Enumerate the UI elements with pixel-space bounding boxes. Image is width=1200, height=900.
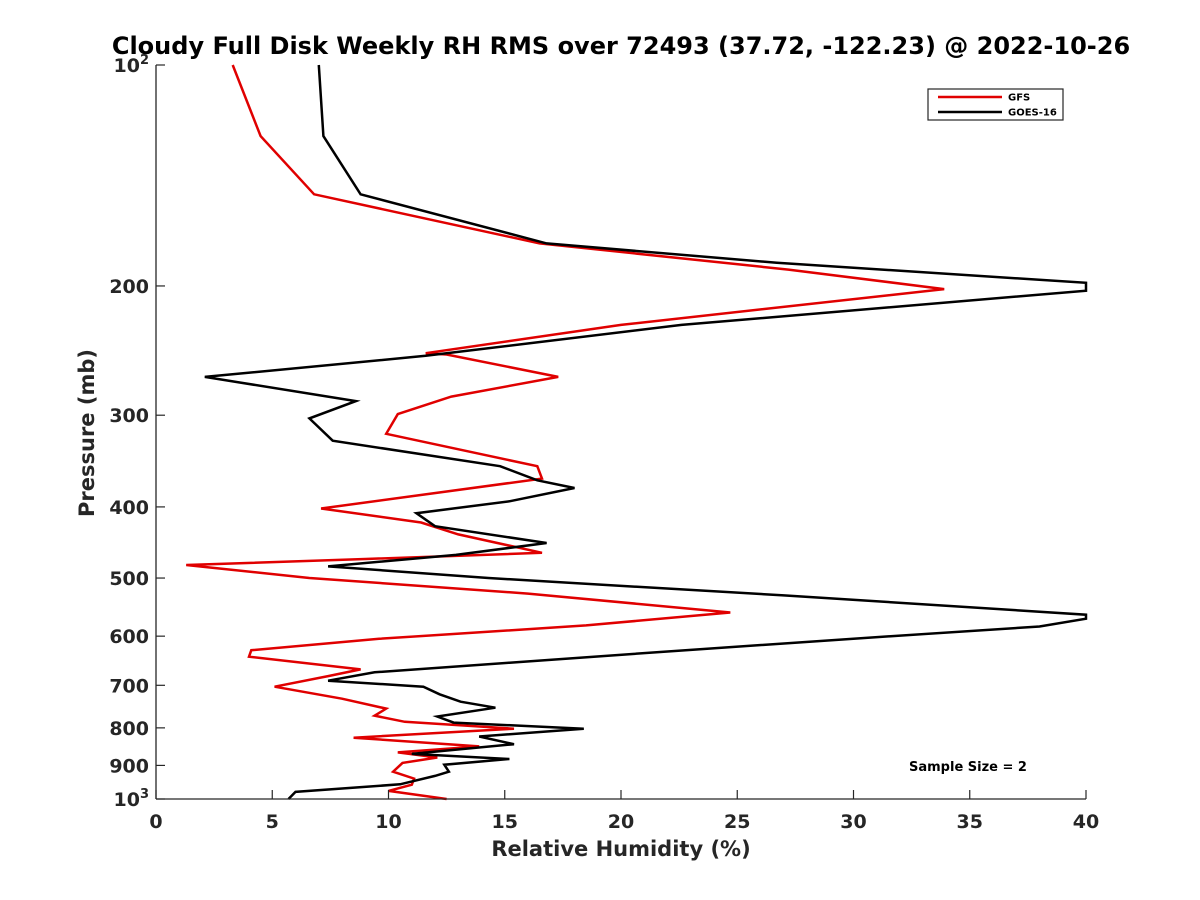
- y-tick-label: 700: [109, 675, 149, 697]
- legend-label: GOES-16: [1008, 108, 1057, 119]
- y-tick-label: 103: [114, 787, 150, 811]
- x-tick-label: 20: [608, 811, 634, 833]
- chart-title: Cloudy Full Disk Weekly RH RMS over 7249…: [112, 32, 1130, 60]
- y-tick-label: 102: [114, 53, 150, 77]
- x-tick-label: 15: [492, 811, 518, 833]
- y-tick-label: 500: [109, 568, 149, 590]
- x-tick-label: 25: [724, 811, 750, 833]
- x-tick-label: 10: [375, 811, 401, 833]
- sample-size-annotation: Sample Size = 2: [909, 760, 1027, 775]
- legend-label: GFS: [1008, 93, 1030, 104]
- legend: GFS GOES-16: [927, 88, 1064, 121]
- x-axis-label: Relative Humidity (%): [491, 837, 750, 861]
- y-tick-label: 300: [109, 405, 149, 427]
- y-tick-label: 200: [109, 276, 149, 298]
- series-layer: [186, 64, 1088, 801]
- y-tick-label: 800: [109, 718, 149, 740]
- y-tick-label: 600: [109, 626, 149, 648]
- x-tick-label: 0: [149, 811, 162, 833]
- y-tick-label: 900: [109, 755, 149, 777]
- x-tick-label: 35: [957, 811, 983, 833]
- legend-box: [927, 88, 1064, 121]
- x-tick-label: 40: [1073, 811, 1099, 833]
- y-tick-label: 400: [109, 497, 149, 519]
- axes-layer: 0 5 10 15 20 25 30 35 40 102 200 300 400 500 600 700 800…: [109, 53, 1099, 833]
- x-tick-label: 5: [266, 811, 279, 833]
- series-line-goes-16: [204, 64, 1088, 800]
- plot-area: [156, 65, 1086, 799]
- y-axis-label: Pressure (mb): [75, 349, 99, 517]
- x-tick-label: 30: [840, 811, 866, 833]
